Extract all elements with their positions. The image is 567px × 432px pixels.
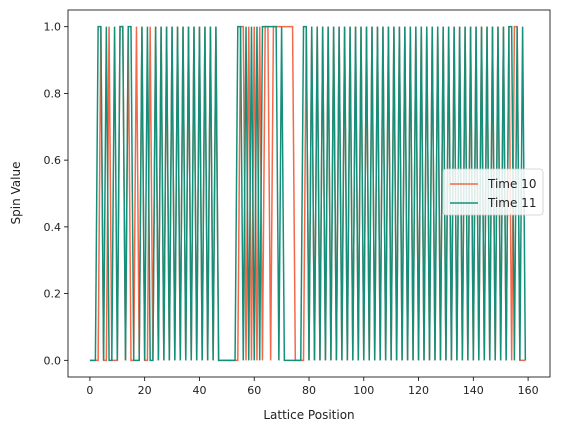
x-axis-label: Lattice Position [263,408,354,422]
x-tick-label: 60 [247,384,261,397]
x-tick-label: 0 [86,384,93,397]
x-tick-label: 20 [138,384,152,397]
y-tick-label: 0.6 [44,154,62,167]
y-tick-label: 1.0 [44,21,62,34]
y-axis-label: Spin Value [9,162,23,225]
x-axis: 0 20 40 60 80 100 120 140 160 [86,377,539,397]
y-tick-label: 0.2 [44,288,62,301]
legend-label-time-10: Time 10 [487,177,536,191]
x-tick-label: 160 [518,384,539,397]
y-tick-label: 0.8 [44,87,62,100]
legend: Time 10 Time 11 [442,168,544,216]
y-tick-label: 0.4 [44,221,62,234]
y-axis: 0.0 0.2 0.4 0.6 0.8 1.0 [44,21,68,367]
y-tick-label: 0.0 [44,354,62,367]
x-tick-label: 100 [353,384,374,397]
legend-label-time-11: Time 11 [487,196,536,210]
x-tick-label: 80 [302,384,316,397]
x-tick-label: 140 [463,384,484,397]
x-tick-label: 120 [408,384,429,397]
x-tick-label: 40 [192,384,206,397]
